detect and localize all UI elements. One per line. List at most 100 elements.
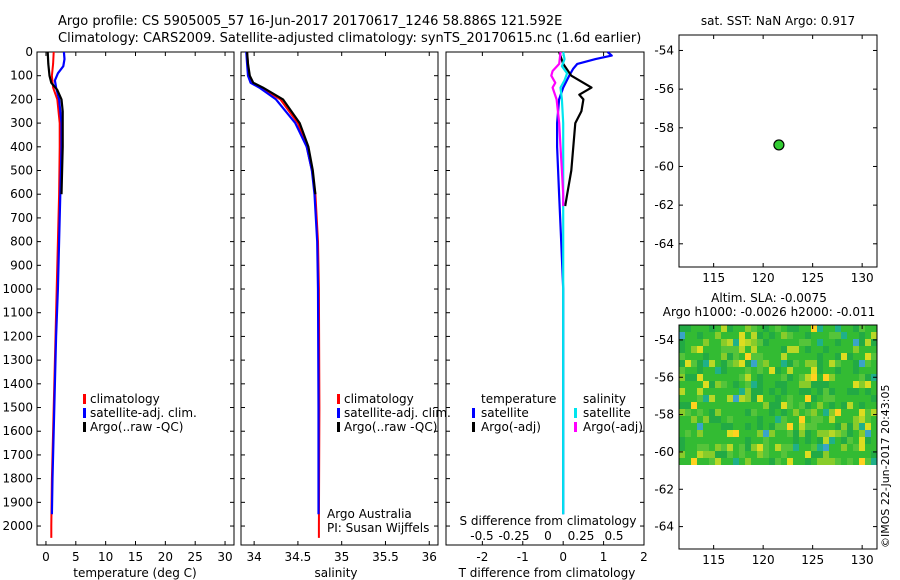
sla-cell (709, 367, 716, 375)
sla-cell (835, 346, 842, 354)
sla-cell (829, 430, 836, 438)
sla-cell (805, 381, 812, 389)
sla-cell (853, 437, 860, 445)
sla-cell (793, 395, 800, 403)
sla-cell (697, 381, 704, 389)
sla-cell (751, 388, 758, 396)
sla-cell (763, 430, 770, 438)
sla-cell (697, 458, 704, 465)
sla-cell (727, 451, 734, 459)
sla-map-panel: Altim. SLA: -0.0075 Argo h1000: -0.0026 … (654, 291, 878, 567)
sla-cell (805, 325, 812, 333)
sla-cell (733, 360, 740, 368)
sla-cell (691, 360, 698, 368)
sla-cell (769, 374, 776, 382)
sla-cell (859, 430, 866, 438)
sla-cell (691, 374, 698, 382)
temperature-panel: 0100200300400500600700800900100011001200… (2, 45, 235, 580)
sla-cell (751, 374, 758, 382)
sla-cell (829, 339, 836, 347)
depth-tick-label: 700 (10, 211, 33, 225)
map-y-tick-label: -56 (654, 370, 674, 384)
sla-cell (775, 458, 782, 465)
sla-cell (853, 409, 860, 417)
sla-cell (787, 332, 794, 340)
sla-cell (769, 388, 776, 396)
sla-cell (853, 353, 860, 361)
sla-cell (745, 346, 752, 354)
sla-cell (733, 388, 740, 396)
x-tick-label: 5 (72, 550, 80, 564)
sla-cell (739, 409, 746, 417)
sla-cell (769, 458, 776, 465)
map-y-tick-label: -64 (654, 520, 674, 534)
sla-cell (841, 409, 848, 417)
sla-cell (691, 332, 698, 340)
sla-cell (805, 388, 812, 396)
depth-tick-label: 1700 (2, 448, 33, 462)
sla-cell (679, 388, 686, 396)
sla-cell (799, 332, 806, 340)
sla-cell (781, 374, 788, 382)
sla-cell (799, 353, 806, 361)
sla-cell (733, 423, 740, 431)
sla-cell (829, 458, 836, 465)
sla-cell (817, 451, 824, 459)
sla-cell (745, 388, 752, 396)
sla-cell (757, 402, 764, 410)
sla-cell (811, 444, 818, 452)
temperature-xlabel: temperature (deg C) (73, 566, 196, 580)
sla-cell (793, 339, 800, 347)
sla-cell (691, 381, 698, 389)
sla-cell (721, 388, 728, 396)
sla-cell (871, 402, 877, 410)
sla-cell (805, 451, 812, 459)
s-tick-label: 0.5 (604, 529, 623, 543)
sla-cell (829, 353, 836, 361)
sla-cell (733, 353, 740, 361)
sla-cell (865, 458, 872, 465)
sla-cell (817, 444, 824, 452)
sla-cell (703, 409, 710, 417)
sla-title2: Argo h1000: -0.0026 h2000: -0.011 (663, 305, 876, 319)
sla-cell (817, 374, 824, 382)
sla-cell (793, 409, 800, 417)
sla-cell (733, 339, 740, 347)
sla-cell (793, 416, 800, 424)
sla-cell (811, 374, 818, 382)
sla-cell (733, 332, 740, 340)
sla-cell (739, 395, 746, 403)
sla-cell (739, 437, 746, 445)
sla-cell (745, 332, 752, 340)
sla-cell (853, 402, 860, 410)
sla-cell (823, 402, 830, 410)
sla-cell (721, 381, 728, 389)
sla-cell (835, 367, 842, 375)
sla-cell (769, 430, 776, 438)
sla-cell (841, 353, 848, 361)
sla-cell (709, 374, 716, 382)
legend-temperature-title: temperature (481, 392, 556, 406)
sla-cell (871, 388, 877, 396)
sla-cell (871, 416, 877, 424)
sla-cell (679, 423, 686, 431)
sla-cell (727, 409, 734, 417)
sla-cell (679, 402, 686, 410)
sla-cell (853, 458, 860, 465)
sla-cell (679, 409, 686, 417)
sla-cell (691, 325, 698, 333)
sla-cell (715, 381, 722, 389)
sla-cell (847, 325, 854, 333)
sla-cell (841, 395, 848, 403)
sla-cell (727, 374, 734, 382)
sla-cell (679, 395, 686, 403)
sla-cell (703, 451, 710, 459)
salinity-x-ticks: 34 34.5 35 35.5 36 (246, 52, 437, 564)
sla-cell (847, 451, 854, 459)
sla-cell (781, 444, 788, 452)
sla-cell (697, 402, 704, 410)
sla-cell (739, 332, 746, 340)
sla-cell (721, 458, 728, 465)
sla-cell (727, 388, 734, 396)
